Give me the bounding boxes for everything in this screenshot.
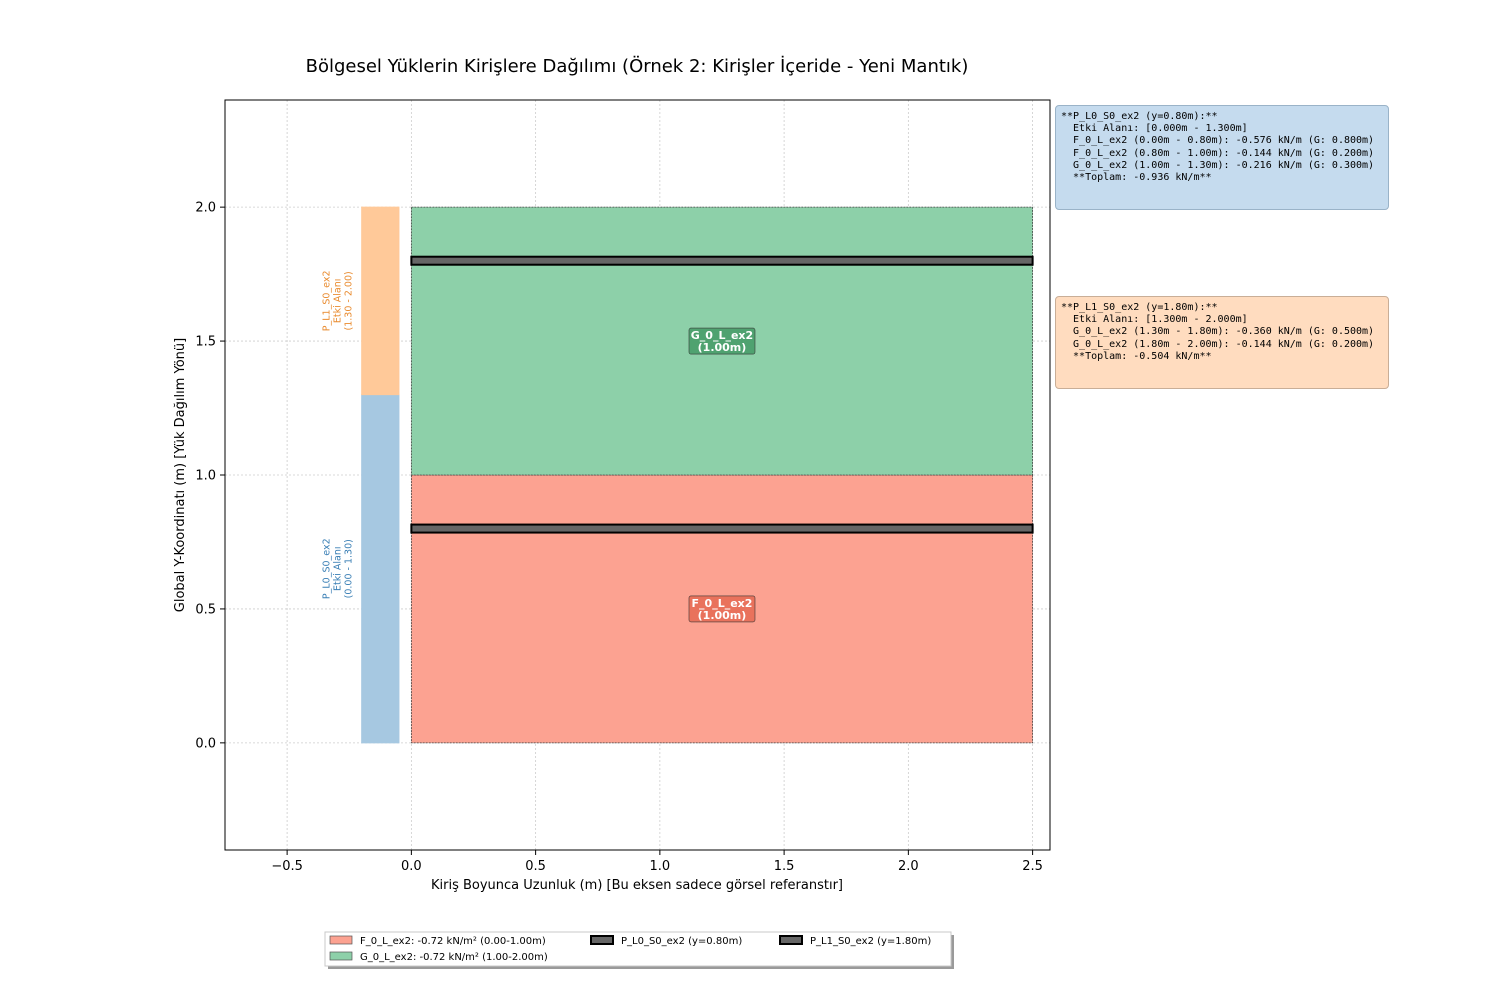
- influence-areas: P_L0_S0_ex2 Etki Alanı (0.00 - 1.30)P_L1_S…: [322, 206, 400, 744]
- influence-area-label-line: (0.00 - 1.30): [344, 539, 355, 598]
- beam-summary-box-p-l0: **P_L0_S0_ex2 (y=0.80m):** Etki Alanı: […: [1055, 105, 1389, 210]
- beam-line: [410, 523, 1034, 534]
- region-labels: F_0_L_ex2(1.00m)G_0_L_ex2(1.00m): [688, 327, 756, 623]
- x-axis-label: Kiriş Boyunca Uzunluk (m) [Bu eksen sade…: [431, 878, 843, 893]
- chart-title: Bölgesel Yüklerin Kirişlere Dağılımı (Ör…: [306, 55, 969, 77]
- region-label-length: (1.00m): [698, 341, 747, 354]
- beam-summary-line: G_0_L_ex2 (1.30m - 1.80m): -0.360 kN/m (…: [1061, 326, 1375, 338]
- legend-swatch: [779, 935, 803, 945]
- beam-summary-line: Etki Alanı: [0.000m - 1.300m]: [1061, 123, 1248, 135]
- beam-summary-line: **Toplam: -0.936 kN/m**: [1061, 172, 1212, 184]
- x-tick-label: 2.5: [1022, 859, 1043, 874]
- legend-label: G_0_L_ex2: -0.72 kN/m² (1.00-2.00m): [360, 952, 548, 963]
- influence-area-label-line: P_L0_S0_ex2: [322, 538, 333, 599]
- x-tick-label: 2.0: [898, 859, 919, 874]
- region-label-name: G_0_L_ex2: [691, 329, 753, 342]
- beam-summary-line: **P_L0_S0_ex2 (y=0.80m):**: [1061, 111, 1218, 122]
- legend-frame: [324, 931, 952, 967]
- influence-area-bar: [361, 394, 400, 744]
- legend-label: P_L1_S0_ex2 (y=1.80m): [810, 936, 931, 947]
- beam-summary-line: G_0_L_ex2 (1.00m - 1.30m): -0.216 kN/m (…: [1061, 159, 1375, 171]
- legend-swatch: [329, 951, 353, 961]
- x-tick-label: 1.5: [774, 859, 795, 874]
- beam-line: [410, 255, 1034, 266]
- region-label-box: [688, 595, 756, 623]
- region-label-name: F_0_L_ex2: [692, 597, 753, 610]
- influence-area-label-line: (1.30 - 2.00): [344, 271, 355, 330]
- beam-summary-line: F_0_L_ex2 (0.80m - 1.00m): -0.144 kN/m (…: [1061, 147, 1375, 159]
- axis-ticks: −0.5 0.0 0.5 1.0 1.5 2.0 2.5 0.0 0.5 1.0 1.5 2.0: [195, 201, 1043, 874]
- y-tick-label: 1.0: [195, 469, 216, 484]
- influence-area-label-line: P_L1_S0_ex2: [322, 271, 333, 332]
- legend-label: F_0_L_ex2: -0.72 kN/m² (0.00-1.00m): [360, 936, 546, 947]
- x-tick-label: 0.5: [525, 859, 546, 874]
- y-tick-label: 2.0: [195, 201, 216, 216]
- beams: [410, 255, 1034, 534]
- region-label-box: [688, 327, 756, 355]
- load-regions: [410, 206, 1034, 744]
- influence-area-label: P_L1_S0_ex2 Etki Alanı (1.30 - 2.00): [322, 271, 355, 332]
- y-tick-label: 0.0: [195, 736, 216, 751]
- legend-label: P_L0_S0_ex2 (y=0.80m): [621, 936, 742, 947]
- beam-summary-line: **P_L1_S0_ex2 (y=1.80m):**: [1061, 302, 1218, 313]
- y-axis-label: Global Y-Koordinatı (m) [Yük Dağılım Yön…: [173, 338, 188, 612]
- influence-area-bar: [361, 206, 400, 396]
- legend-swatch: [590, 935, 614, 945]
- beam-summary-line: G_0_L_ex2 (1.80m - 2.00m): -0.144 kN/m (…: [1061, 338, 1375, 350]
- beam-summary-line: F_0_L_ex2 (0.00m - 0.80m): -0.576 kN/m (…: [1061, 135, 1375, 147]
- beam-summary-line: Etki Alanı: [1.300m - 2.000m]: [1061, 314, 1248, 326]
- influence-area-label: P_L0_S0_ex2 Etki Alanı (0.00 - 1.30): [322, 538, 355, 599]
- y-tick-label: 0.5: [195, 602, 216, 617]
- influence-area-label-line: Etki Alanı: [333, 546, 344, 591]
- x-tick-label: 0.0: [401, 859, 422, 874]
- x-tick-label: 1.0: [650, 859, 671, 874]
- legend: F_0_L_ex2: -0.72 kN/m² (0.00-1.00m) P_L0_…: [324, 931, 954, 969]
- y-tick-label: 1.5: [195, 335, 216, 350]
- beam-summary-box-p-l1: **P_L1_S0_ex2 (y=1.80m):** Etki Alanı: […: [1055, 296, 1389, 389]
- x-tick-label: −0.5: [271, 859, 303, 874]
- beam-summary-line: **Toplam: -0.504 kN/m**: [1061, 350, 1212, 362]
- region-label-length: (1.00m): [698, 609, 747, 622]
- legend-swatch: [329, 935, 353, 945]
- influence-area-label-line: Etki Alanı: [333, 279, 344, 324]
